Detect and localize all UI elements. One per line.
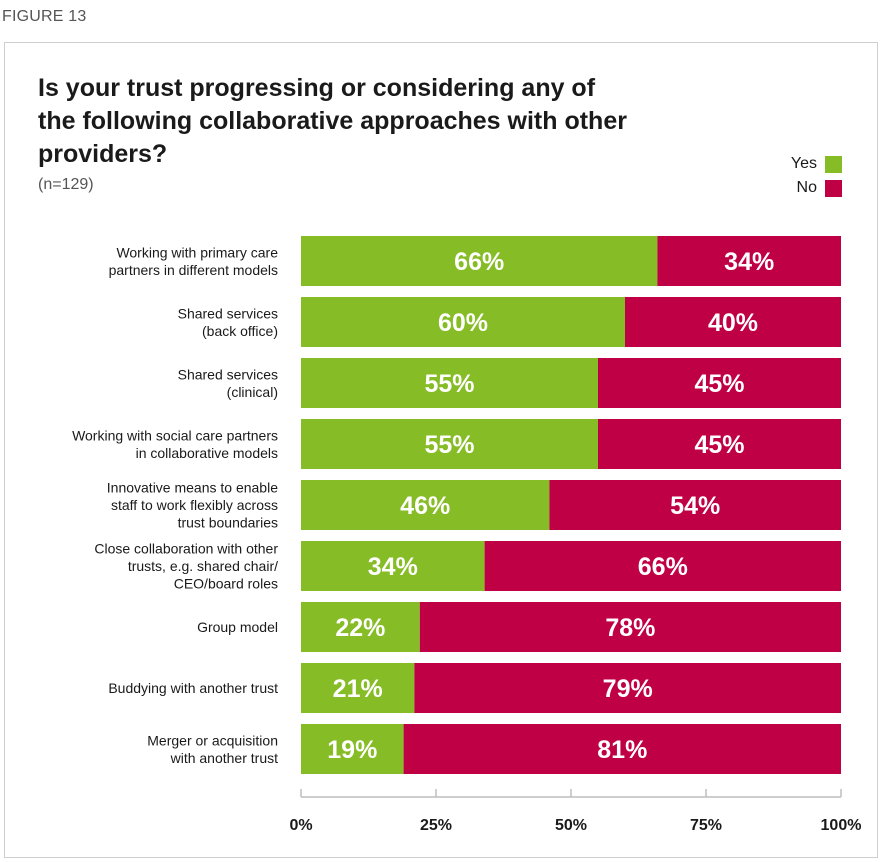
data-label-yes: 19%	[327, 736, 377, 764]
legend: Yes No	[791, 152, 842, 200]
data-label-yes: 46%	[400, 492, 450, 520]
data-label-no: 45%	[694, 431, 744, 459]
category-label-line: Working with primary care	[116, 244, 278, 260]
chart-panel	[4, 42, 878, 858]
legend-label-yes: Yes	[790, 155, 817, 172]
data-label-yes: 55%	[424, 431, 474, 459]
bar-no	[419, 602, 841, 652]
category-label: Close collaboration with other trusts, e.…	[94, 541, 278, 592]
x-tick-label: 100%	[821, 817, 862, 834]
category-label: Shared services (clinical)	[178, 366, 278, 400]
bar-yes	[301, 297, 625, 347]
category-label-line: staff to work flexibly across	[111, 497, 278, 513]
bar-yes	[301, 236, 658, 286]
category-label: Working with social care partners in coll…	[72, 427, 278, 461]
category-label-line: trusts, e.g. shared chair/	[128, 558, 278, 574]
category-label-line: Buddying with another trust	[108, 680, 278, 696]
data-label-no: 40%	[708, 309, 758, 337]
bar-yes	[301, 724, 404, 774]
category-label: Innovative means to enable staff to work …	[107, 480, 278, 531]
category-label-line: partners in different models	[109, 262, 278, 278]
data-label-yes: 60%	[438, 309, 488, 337]
category-label-line: Close collaboration with other	[94, 541, 278, 557]
data-label-no: 45%	[694, 370, 744, 398]
data-label-no: 34%	[724, 248, 774, 276]
category-label: Group model	[197, 619, 278, 635]
data-label-yes: 66%	[454, 248, 504, 276]
chart-title: Is your trust progressing or considering…	[38, 74, 627, 168]
x-tick-label: 0%	[289, 817, 312, 834]
bar-yes	[301, 480, 550, 530]
bar-no	[598, 419, 841, 469]
category-label: Working with primary care partners in dif…	[109, 244, 279, 278]
figure-label: FIGURE 13	[2, 8, 87, 25]
bar-no	[625, 297, 841, 347]
bar-no	[414, 663, 841, 713]
x-tick-label: 50%	[555, 817, 587, 834]
legend-label-no: No	[796, 179, 817, 196]
category-label: Merger or acquisition with another trust	[147, 732, 278, 766]
category-label: Shared services (back office)	[178, 305, 278, 339]
bar-yes	[301, 358, 598, 408]
bar-yes	[301, 541, 485, 591]
category-label-line: CEO/board roles	[174, 576, 278, 592]
bar-no	[598, 358, 841, 408]
category-label-line: Working with social care partners	[72, 427, 278, 443]
bar-no	[549, 480, 841, 530]
category-label-line: Merger or acquisition	[147, 732, 278, 748]
legend-swatch-yes	[825, 155, 842, 173]
bar-no	[403, 724, 841, 774]
legend-swatch-no	[825, 179, 842, 197]
bar-yes	[301, 663, 415, 713]
data-label-yes: 55%	[424, 370, 474, 398]
legend-item-no: No	[791, 176, 842, 200]
category-label-line: in collaborative models	[136, 445, 278, 461]
bar-no	[484, 541, 841, 591]
category-label-line: Innovative means to enable	[107, 480, 278, 496]
category-label-line: trust boundaries	[178, 515, 278, 531]
data-label-yes: 34%	[368, 553, 418, 581]
legend-item-yes: Yes	[791, 152, 842, 176]
category-label: Buddying with another trust	[108, 680, 278, 696]
data-label-no: 79%	[603, 675, 653, 703]
category-label-line: Shared services	[178, 305, 278, 321]
bar-yes	[301, 602, 420, 652]
data-label-no: 81%	[597, 736, 647, 764]
bar-yes	[301, 419, 598, 469]
category-label-line: (clinical)	[227, 384, 278, 400]
data-label-no: 78%	[605, 614, 655, 642]
x-tick-label: 75%	[690, 817, 722, 834]
data-label-yes: 21%	[333, 675, 383, 703]
category-label-line: Group model	[197, 619, 278, 635]
category-label-line: Shared services	[178, 366, 278, 382]
x-tick-label: 25%	[420, 817, 452, 834]
data-label-no: 54%	[670, 492, 720, 520]
data-label-no: 66%	[638, 553, 688, 581]
chart-subtitle: (n=129)	[38, 176, 94, 193]
category-label-line: with another trust	[170, 750, 278, 766]
bar-no	[657, 236, 841, 286]
category-label-line: (back office)	[202, 323, 278, 339]
data-label-yes: 22%	[335, 614, 385, 642]
